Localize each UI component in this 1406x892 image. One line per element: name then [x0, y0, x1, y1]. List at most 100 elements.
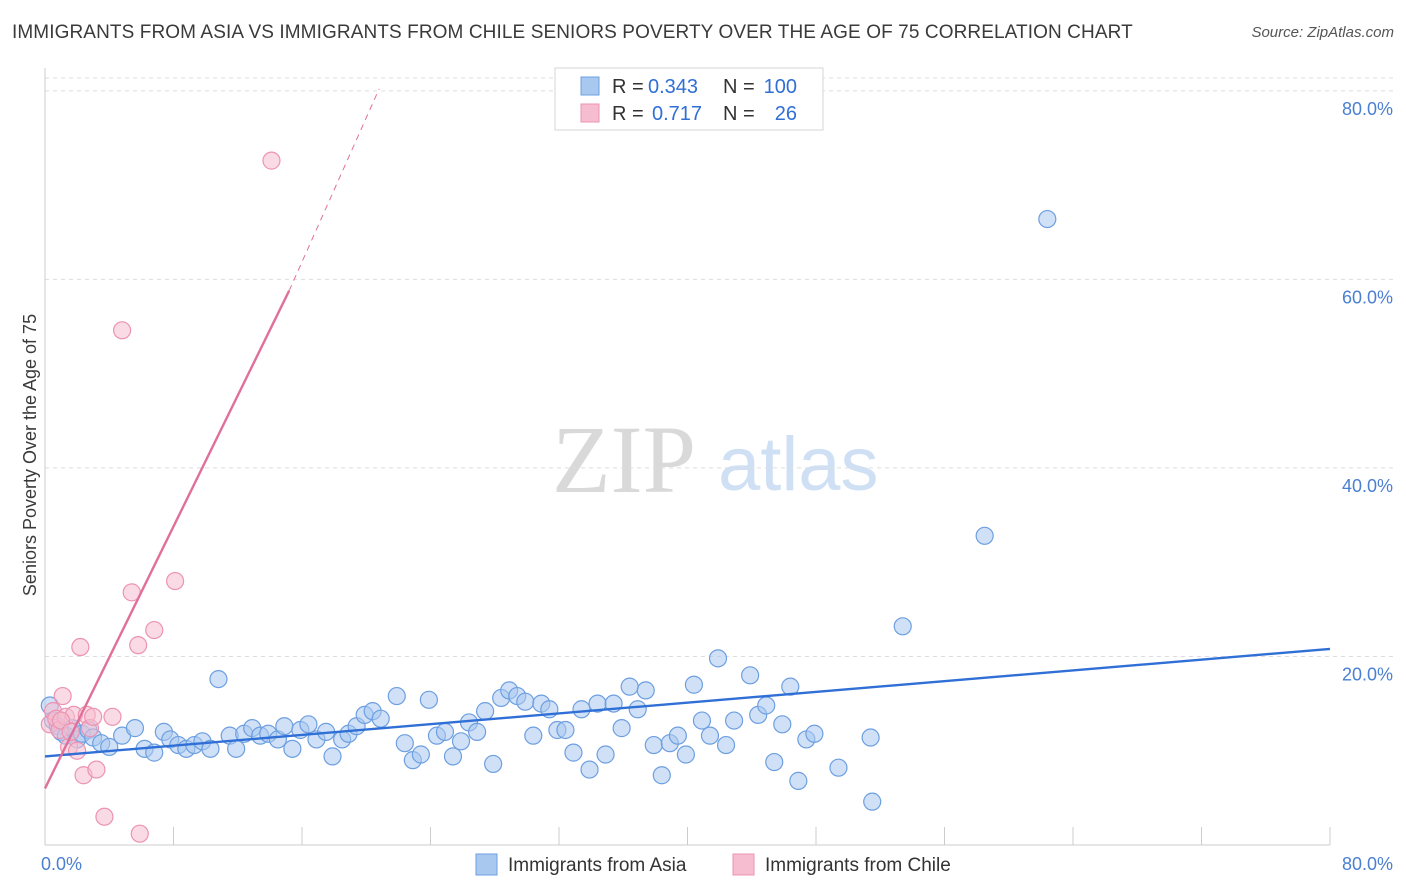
chile-point: [129, 636, 148, 655]
x-tick-labels: 0.0% 80.0%: [41, 854, 1393, 874]
asia-point: [741, 666, 760, 685]
asia-point: [861, 728, 880, 747]
asia-point: [684, 675, 704, 694]
asia-point: [572, 700, 591, 719]
asia-point: [863, 792, 882, 811]
series-chile: [40, 151, 281, 843]
asia-point: [636, 681, 655, 700]
asia-point: [299, 715, 318, 734]
stats-box: R = 0.343 N = 100 R = 0.717 N = 26: [554, 67, 824, 131]
x-tick-label-max: 80.0%: [1342, 854, 1393, 874]
stats-box-frame: [554, 67, 824, 131]
stats-swatch-asia: [580, 76, 600, 96]
asia-point: [596, 745, 615, 764]
legend: Immigrants from Asia Immigrants from Chi…: [475, 853, 951, 876]
chart-title: IMMIGRANTS FROM ASIA VS IMMIGRANTS FROM …: [12, 22, 1133, 43]
stats-n-value-chile: 26: [775, 103, 797, 125]
asia-point: [387, 686, 406, 706]
chile-point: [95, 807, 114, 826]
stats-r-label-chile: R =: [612, 103, 644, 125]
chile-point: [84, 707, 103, 726]
asia-point: [668, 726, 687, 745]
asia-point: [708, 649, 728, 668]
stats-n-label-chile: N =: [723, 103, 755, 125]
stats-n-label-asia: N =: [723, 76, 755, 98]
asia-point: [716, 735, 736, 755]
trend-line-chile: [43, 290, 291, 789]
asia-point: [467, 722, 487, 741]
asia-point: [620, 677, 639, 696]
chile-point: [53, 686, 72, 706]
asia-point: [476, 702, 495, 721]
asia-point: [411, 745, 430, 764]
stats-swatch-chile: [580, 103, 600, 123]
stats-r-value-chile: 0.717: [652, 103, 702, 125]
chile-point: [112, 321, 132, 340]
y-tick-label: 60.0%: [1342, 287, 1393, 307]
watermark: ZIP atlas: [552, 406, 879, 513]
series-asia: [40, 209, 1057, 811]
asia-point: [652, 766, 671, 785]
asia-point: [829, 758, 848, 777]
asia-point: [692, 711, 712, 730]
asia-point: [893, 617, 912, 636]
legend-swatch-chile: [732, 853, 755, 876]
series-layer: [40, 151, 1057, 843]
chile-point: [145, 620, 164, 640]
chile-point: [71, 637, 90, 657]
y-tick-label: 20.0%: [1342, 664, 1393, 684]
asia-point: [227, 739, 246, 758]
chile-point: [130, 824, 149, 843]
asia-point: [516, 692, 535, 711]
asia-point: [789, 771, 808, 790]
chart-source: Source: ZipAtlas.com: [1251, 24, 1394, 41]
y-axis-label: Seniors Poverty Over the Age of 75: [20, 314, 40, 596]
stats-n-value-asia: 100: [764, 76, 797, 98]
legend-label-chile: Immigrants from Chile: [765, 855, 951, 876]
asia-point: [700, 726, 720, 745]
asia-point: [451, 732, 471, 751]
chile-point: [68, 741, 87, 760]
y-tick-label: 80.0%: [1342, 99, 1393, 119]
asia-point: [580, 760, 599, 779]
asia-point: [443, 747, 463, 766]
watermark-zip: ZIP: [552, 406, 696, 513]
chile-point: [103, 707, 122, 726]
trend-line-asia: [44, 647, 1331, 758]
stats-r-label-asia: R =: [612, 76, 644, 98]
legend-label-asia: Immigrants from Asia: [508, 855, 687, 876]
asia-point: [275, 717, 294, 736]
asia-point: [564, 743, 583, 762]
asia-point: [724, 711, 744, 730]
asia-point: [556, 720, 575, 740]
asia-point: [209, 669, 228, 689]
asia-point: [765, 752, 784, 772]
asia-point: [1038, 209, 1057, 229]
chile-point: [262, 151, 281, 170]
asia-point: [201, 739, 220, 758]
trend-line-chile-extension: [288, 88, 380, 291]
asia-point: [773, 715, 792, 734]
axes: [44, 68, 1331, 846]
legend-swatch-asia: [475, 853, 498, 876]
asia-point: [644, 735, 663, 755]
chile-point: [87, 760, 106, 779]
asia-point: [435, 722, 455, 741]
y-tick-labels: 20.0% 40.0% 60.0% 80.0%: [1342, 99, 1393, 685]
asia-point: [283, 739, 302, 758]
grid-lines: [45, 77, 1393, 657]
asia-point: [371, 709, 390, 728]
asia-point: [805, 724, 824, 743]
asia-point: [125, 719, 145, 738]
trend-layer: [43, 88, 1331, 789]
watermark-atlas: atlas: [718, 422, 879, 507]
asia-point: [323, 747, 342, 766]
asia-point: [484, 754, 503, 774]
asia-point: [975, 526, 994, 545]
x-tick-label-min: 0.0%: [41, 854, 82, 874]
asia-point: [395, 734, 414, 753]
stats-r-value-asia: 0.343: [648, 76, 698, 98]
asia-point: [419, 690, 438, 709]
asia-point: [676, 745, 695, 764]
